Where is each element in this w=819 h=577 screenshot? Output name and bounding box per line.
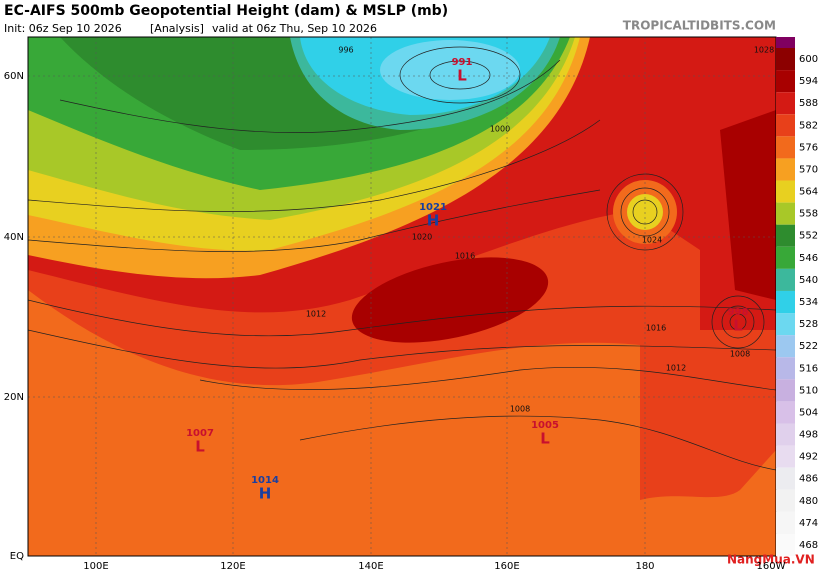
isobar-label: 1020 <box>412 233 432 242</box>
lon-label: 120E <box>220 561 245 572</box>
colorbar-swatch <box>776 489 795 512</box>
colorbar-label: 486 <box>799 474 818 485</box>
pressure-value: 998 <box>728 307 749 318</box>
colorbar-swatch <box>776 268 795 291</box>
colorbar-swatch <box>776 70 795 93</box>
isobar-label: 1016 <box>646 324 666 333</box>
colorbar-label: 576 <box>799 142 818 153</box>
pressure-value: 1014 <box>251 475 279 486</box>
colorbar-label: 540 <box>799 275 818 286</box>
colorbar-label: 552 <box>799 231 818 242</box>
isobar-label: 1028 <box>754 46 774 55</box>
colorbar-label: 528 <box>799 319 818 330</box>
pressure-value: 1007 <box>186 428 214 439</box>
colorbar-swatch <box>776 48 795 71</box>
pressure-center: L <box>457 67 467 85</box>
pressure-value: 1005 <box>531 420 559 431</box>
isobar-label: 1012 <box>306 310 326 319</box>
isobar-label: 996 <box>338 46 353 55</box>
colorbar-label: 534 <box>799 297 818 308</box>
colorbar-swatch <box>776 445 795 468</box>
colorbar-label: 582 <box>799 120 818 131</box>
lon-label: 140E <box>358 561 383 572</box>
colorbar-label: 600 <box>799 54 818 65</box>
isobar-label: 1008 <box>510 405 530 414</box>
colorbar-swatch <box>776 379 795 402</box>
lon-label: 100E <box>83 561 108 572</box>
pressure-center: L <box>733 317 743 335</box>
valid-time: valid at 06z Thu, Sep 10 2026 <box>212 22 377 35</box>
pressure-center: H <box>259 485 272 503</box>
init-time: Init: 06z Sep 10 2026 <box>4 22 122 35</box>
colorbar-swatch <box>776 423 795 446</box>
colorbar-swatch <box>776 357 795 380</box>
site-name: TROPICALTIDBITS.COM <box>623 19 776 33</box>
colorbar-label: 546 <box>799 253 818 264</box>
colorbar-label: 522 <box>799 341 818 352</box>
graticule <box>28 37 776 556</box>
colorbar-label: 480 <box>799 496 818 507</box>
map: 991L1021H1007L1014H1005L998L101610121008… <box>27 36 777 557</box>
colorbar-swatch <box>776 136 795 159</box>
isobar-label: 1000 <box>490 125 510 134</box>
lon-label: 180 <box>635 561 654 572</box>
isobar-label: 1008 <box>730 350 750 359</box>
colorbar-label: 504 <box>799 407 818 418</box>
lat-label: 20N <box>4 392 24 403</box>
colorbar-label: 474 <box>799 518 818 529</box>
colorbar-swatch <box>776 158 795 181</box>
pressure-value: 991 <box>452 57 473 68</box>
colorbar-label: 492 <box>799 452 818 463</box>
colorbar-swatch <box>776 290 795 314</box>
colorbar-label: 498 <box>799 430 818 441</box>
analysis-tag: [Analysis] <box>150 22 204 35</box>
colorbar-label: 588 <box>799 98 818 109</box>
colorbar-swatch <box>776 313 795 336</box>
title: EC-AIFS 500mb Geopotential Height (dam) … <box>4 3 448 19</box>
isobar-label: 1016 <box>455 252 475 261</box>
lat-label: EQ <box>10 551 24 562</box>
colorbar-label: 564 <box>799 187 818 198</box>
pressure-center: L <box>195 438 205 456</box>
colorbar-cap <box>776 37 795 48</box>
colorbar-swatch <box>776 224 795 247</box>
isobars <box>28 46 776 471</box>
colorbar-label: 468 <box>799 540 818 551</box>
height-region <box>720 110 776 300</box>
lat-label: 40N <box>4 232 24 243</box>
colorbar-swatch <box>776 202 795 225</box>
colorbar-swatch <box>776 533 795 556</box>
pressure-center: H <box>427 212 440 230</box>
pressure-value: 1021 <box>419 202 447 213</box>
colorbar-label: 558 <box>799 209 818 220</box>
colorbar-label: 594 <box>799 76 818 87</box>
lon-label: 160W <box>757 561 786 572</box>
colorbar-swatch <box>776 246 795 269</box>
isobar-label: 1024 <box>642 236 662 245</box>
colorbar-label: 570 <box>799 164 818 175</box>
isobar-label: 1012 <box>666 364 686 373</box>
colorbar-swatch <box>776 180 795 203</box>
colorbar-swatch <box>776 401 795 424</box>
pressure-center: L <box>540 430 550 448</box>
colorbar-swatch <box>776 511 795 534</box>
height-region <box>380 40 520 100</box>
colorbar-label: 516 <box>799 363 818 374</box>
lat-label: 60N <box>4 71 24 82</box>
colorbar-label: 510 <box>799 385 818 396</box>
colorbar-swatch <box>776 114 795 137</box>
lon-label: 160E <box>494 561 519 572</box>
colorbar-swatch <box>776 92 795 115</box>
colorbar-swatch <box>776 467 795 490</box>
height-region <box>351 257 549 343</box>
colorbar-swatch <box>776 335 795 358</box>
